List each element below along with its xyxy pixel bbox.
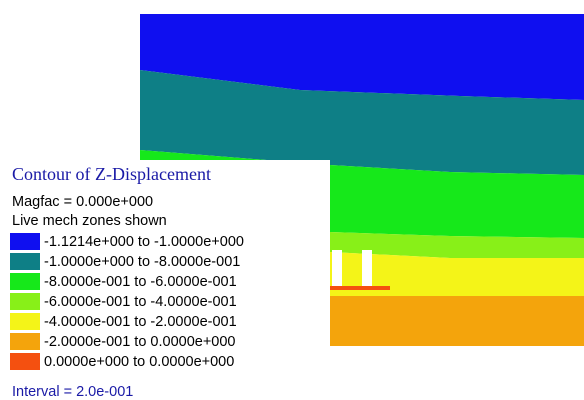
legend-range-label: -6.0000e-001 to -4.0000e-001 (44, 293, 237, 310)
legend-row: -8.0000e-001 to -6.0000e-001 (10, 273, 237, 290)
legend-range-label: -1.1214e+000 to -1.0000e+000 (44, 233, 244, 250)
legend-title: Contour of Z-Displacement (12, 164, 211, 184)
magfac-text: Magfac = 0.000e+000 (12, 194, 154, 210)
legend-row: -1.0000e+000 to -8.0000e-001 (10, 253, 240, 270)
zones-note: Live mech zones shown (12, 213, 167, 229)
legend-row: -4.0000e-001 to -2.0000e-001 (10, 313, 237, 330)
legend-range-label: -4.0000e-001 to -2.0000e-001 (44, 313, 237, 330)
legend-range-label: -2.0000e-001 to 0.0000e+000 (44, 333, 236, 350)
legend-swatch (10, 253, 40, 270)
contour-band-teal (140, 70, 584, 175)
excavation-opening-right (362, 250, 372, 286)
excavation-opening-left (332, 250, 342, 286)
legend-swatch (10, 273, 40, 290)
interval-text: Interval = 2.0e-001 (12, 384, 134, 400)
legend-row: -6.0000e-001 to -4.0000e-001 (10, 293, 237, 310)
legend-row: -1.1214e+000 to -1.0000e+000 (10, 233, 244, 250)
legend-swatch (10, 293, 40, 310)
legend-swatch (10, 333, 40, 350)
legend-swatch (10, 233, 40, 250)
legend-row: -2.0000e-001 to 0.0000e+000 (10, 333, 236, 350)
legend-range-label: 0.0000e+000 to 0.0000e+000 (44, 353, 235, 370)
contour-band-red (300, 286, 390, 290)
legend-row: 0.0000e+000 to 0.0000e+000 (10, 353, 234, 370)
legend-range-label: -1.0000e+000 to -8.0000e-001 (44, 253, 241, 270)
legend-range-label: -8.0000e-001 to -6.0000e-001 (44, 273, 237, 290)
contour-band-blue (140, 14, 584, 100)
legend-swatch (10, 313, 40, 330)
contour-legend: Contour of Z-Displacement Magfac = 0.000… (0, 160, 330, 400)
legend-swatch (10, 353, 40, 370)
